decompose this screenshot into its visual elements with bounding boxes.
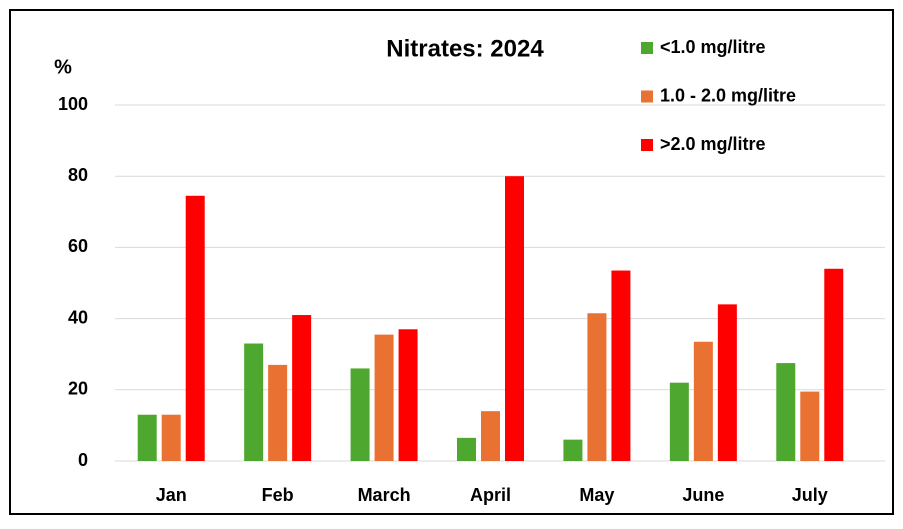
bar	[185, 195, 205, 461]
bar	[563, 439, 583, 461]
bar	[161, 414, 181, 461]
bar	[611, 270, 631, 461]
bar	[244, 343, 264, 461]
y-tick-label: 60	[68, 236, 88, 256]
legend-label: <1.0 mg/litre	[660, 37, 766, 57]
bar	[374, 334, 394, 461]
legend-swatch	[641, 139, 653, 151]
bar	[717, 304, 737, 461]
legend-label: >2.0 mg/litre	[660, 134, 766, 154]
y-tick-label: 80	[68, 165, 88, 185]
bar	[292, 315, 312, 461]
bar	[587, 313, 607, 461]
legend-label: 1.0 - 2.0 mg/litre	[660, 85, 796, 105]
bar	[693, 341, 713, 461]
chart-title: Nitrates: 2024	[386, 35, 544, 62]
bar	[669, 382, 689, 461]
chart-border	[9, 9, 894, 515]
y-tick-label: 20	[68, 379, 88, 399]
x-tick-label: May	[579, 485, 614, 505]
x-tick-label: June	[682, 485, 724, 505]
y-tick-label: 0	[78, 450, 88, 470]
legend-swatch	[641, 42, 653, 54]
bar	[137, 414, 157, 461]
bar	[398, 329, 418, 461]
y-axis-label: %	[54, 56, 72, 78]
bar	[824, 268, 844, 461]
x-tick-label: July	[792, 485, 828, 505]
y-tick-label: 100	[58, 94, 88, 114]
x-tick-label: Feb	[262, 485, 294, 505]
x-tick-label: March	[358, 485, 411, 505]
y-tick-label: 40	[68, 307, 88, 327]
bar	[350, 368, 370, 461]
x-tick-label: Jan	[156, 485, 187, 505]
bar	[457, 437, 476, 461]
bar	[505, 176, 524, 461]
bar	[268, 364, 288, 461]
legend-swatch	[641, 90, 653, 103]
x-tick-label: April	[470, 485, 511, 505]
bar	[481, 411, 500, 461]
bar	[776, 363, 796, 461]
bar	[800, 391, 820, 461]
